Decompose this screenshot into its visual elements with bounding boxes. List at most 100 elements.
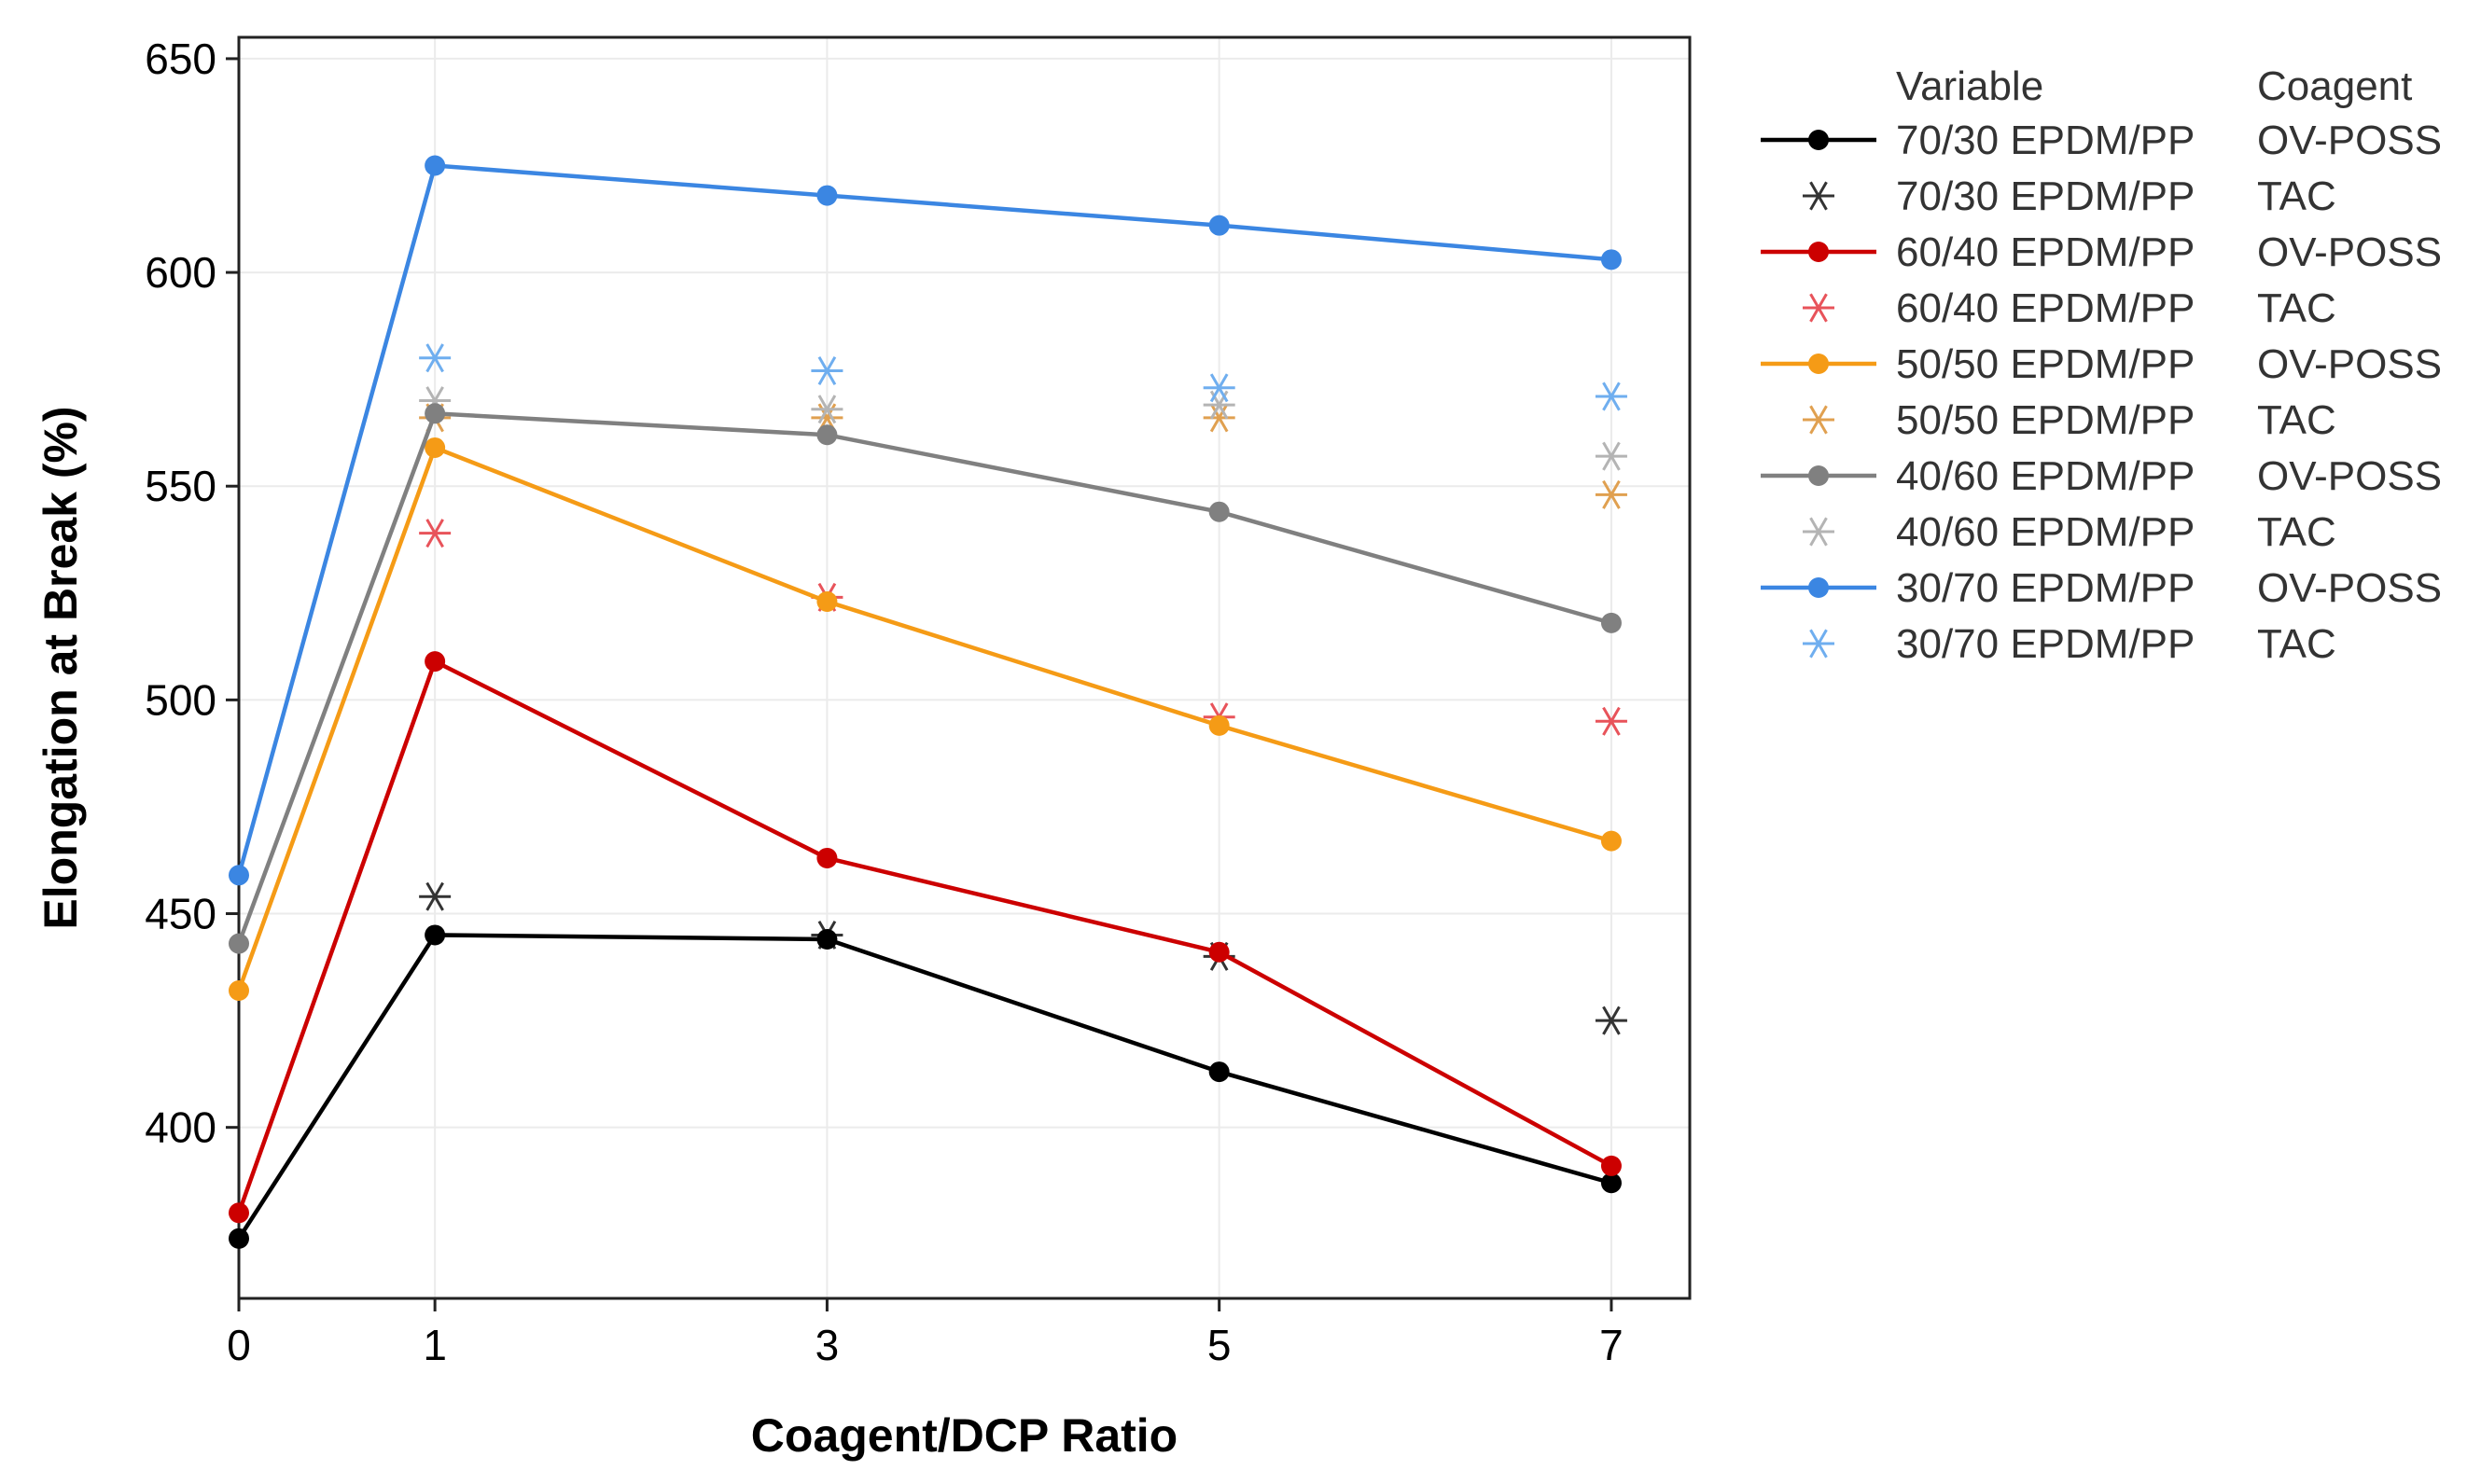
legend-key-asterisk	[1803, 293, 1834, 323]
legend-variable-label: 70/30 EPDM/PP	[1896, 118, 2195, 163]
asterisk-stroke	[425, 519, 444, 548]
asterisk-stroke	[1602, 479, 1621, 509]
data-point-circle	[1600, 830, 1622, 852]
y-tick-label: 600	[145, 248, 216, 297]
y-tick-label: 650	[145, 35, 216, 83]
data-point-asterisk	[1203, 403, 1235, 433]
data-point-asterisk	[1595, 381, 1627, 411]
legend-key-circle	[1808, 242, 1829, 262]
legend-item: 50/50 EPDM/PP TAC	[1803, 397, 2336, 443]
legend-coagent-label: TAC	[2257, 397, 2336, 443]
data-point-circle	[1208, 941, 1230, 963]
legend-coagent-label: OV-POSS	[2257, 341, 2442, 387]
data-point-circle	[1208, 1061, 1230, 1083]
y-tick-label: 450	[145, 890, 216, 938]
legend-coagent-label: TAC	[2257, 509, 2336, 555]
legend-item: 70/30 EPDM/PP OV-POSS	[1761, 118, 2442, 163]
legend-header-coagent: Coagent	[2257, 63, 2412, 109]
legend-coagent-label: OV-POSS	[2257, 565, 2442, 611]
series-ovposs-4	[229, 437, 1622, 1002]
asterisk-stroke	[1602, 1006, 1621, 1035]
y-tick-label: 400	[145, 1103, 216, 1152]
legend-key-asterisk	[1803, 405, 1834, 435]
legend-key-circle	[1808, 465, 1829, 486]
legend-item: 50/50 EPDM/PP OV-POSS	[1761, 341, 2442, 387]
legend-key-circle	[1808, 577, 1829, 598]
x-tick-label: 5	[1207, 1321, 1232, 1369]
legend-variable-label: 60/40 EPDM/PP	[1896, 229, 2195, 275]
data-point-circle	[816, 590, 838, 612]
data-point-circle	[816, 929, 838, 950]
asterisk-stroke	[1602, 706, 1621, 736]
data-point-circle	[229, 865, 249, 886]
legend-coagent-label: OV-POSS	[2257, 118, 2442, 163]
legend-item: 70/30 EPDM/PP TAC	[1803, 173, 2336, 219]
legend-item: 60/40 EPDM/PP TAC	[1803, 285, 2336, 331]
asterisk-stroke	[425, 881, 444, 911]
y-axis: 400 450 500 550 600 650	[145, 35, 239, 1152]
data-point-asterisk	[419, 343, 452, 373]
data-point-circle	[425, 924, 446, 946]
data-point-circle	[229, 1227, 249, 1249]
x-tick-label: 7	[1599, 1321, 1624, 1369]
data-point-circle	[1600, 1172, 1622, 1194]
y-tick-label: 500	[145, 675, 216, 724]
legend-coagent-label: OV-POSS	[2257, 229, 2442, 275]
data-point-circle	[425, 651, 446, 673]
series-tac-7	[419, 386, 1627, 471]
data-point-circle	[1208, 714, 1230, 736]
gridlines	[238, 37, 1690, 1298]
legend-item: 60/40 EPDM/PP OV-POSS	[1761, 229, 2442, 275]
series-tac-9	[419, 343, 1627, 411]
data-point-circle	[229, 1202, 249, 1224]
legend-variable-label: 40/60 EPDM/PP	[1896, 509, 2195, 555]
asterisk-stroke	[1809, 181, 1828, 211]
data-point-asterisk	[811, 395, 843, 424]
asterisk-stroke	[1602, 441, 1621, 471]
legend-coagent-label: TAC	[2257, 285, 2336, 331]
asterisk-stroke	[1809, 629, 1828, 659]
legend-key-circle	[1808, 130, 1829, 150]
data-point-asterisk	[419, 881, 452, 911]
data-point-asterisk	[1203, 373, 1235, 403]
asterisk-stroke	[1209, 373, 1229, 403]
plot-panel-border	[237, 35, 1692, 1300]
series-ovposs-2	[229, 651, 1622, 1224]
series-line	[237, 933, 1612, 1241]
data-point-circle	[816, 847, 838, 868]
asterisk-stroke	[425, 343, 444, 373]
asterisk-stroke	[1809, 405, 1828, 435]
series-ovposs-6	[229, 403, 1622, 954]
data-point-circle	[1208, 501, 1230, 522]
data-point-circle	[229, 933, 249, 954]
legend-item: 40/60 EPDM/PP TAC	[1803, 509, 2336, 555]
legend-key-asterisk	[1803, 517, 1834, 547]
series-group	[229, 155, 1627, 1249]
y-axis-title: Elongation at Break (%)	[35, 406, 87, 929]
legend-variable-label: 30/70 EPDM/PP	[1896, 565, 2195, 611]
data-point-asterisk	[1595, 479, 1627, 509]
legend-variable-label: 70/30 EPDM/PP	[1896, 173, 2195, 219]
data-point-asterisk	[419, 519, 452, 548]
legend-variable-label: 40/60 EPDM/PP	[1896, 453, 2195, 499]
x-tick-label: 3	[815, 1321, 840, 1369]
x-tick-label: 0	[227, 1321, 251, 1369]
legend-coagent-label: TAC	[2257, 173, 2336, 219]
data-point-circle	[425, 437, 446, 458]
x-axis-title: Coagent/DCP Ratio	[751, 1409, 1178, 1462]
data-point-circle	[425, 403, 446, 424]
asterisk-stroke	[1209, 403, 1229, 433]
asterisk-stroke	[1809, 293, 1828, 323]
legend-item: 30/70 EPDM/PP TAC	[1803, 621, 2336, 667]
data-point-asterisk	[1595, 1006, 1627, 1035]
legend-key-asterisk	[1803, 629, 1834, 659]
asterisk-stroke	[817, 395, 837, 424]
series-tac-3	[419, 519, 1627, 736]
series-ovposs-0	[229, 924, 1622, 1249]
legend-coagent-label: TAC	[2257, 621, 2336, 667]
legend-item: 40/60 EPDM/PP OV-POSS	[1761, 453, 2442, 499]
legend-variable-label: 60/40 EPDM/PP	[1896, 285, 2195, 331]
